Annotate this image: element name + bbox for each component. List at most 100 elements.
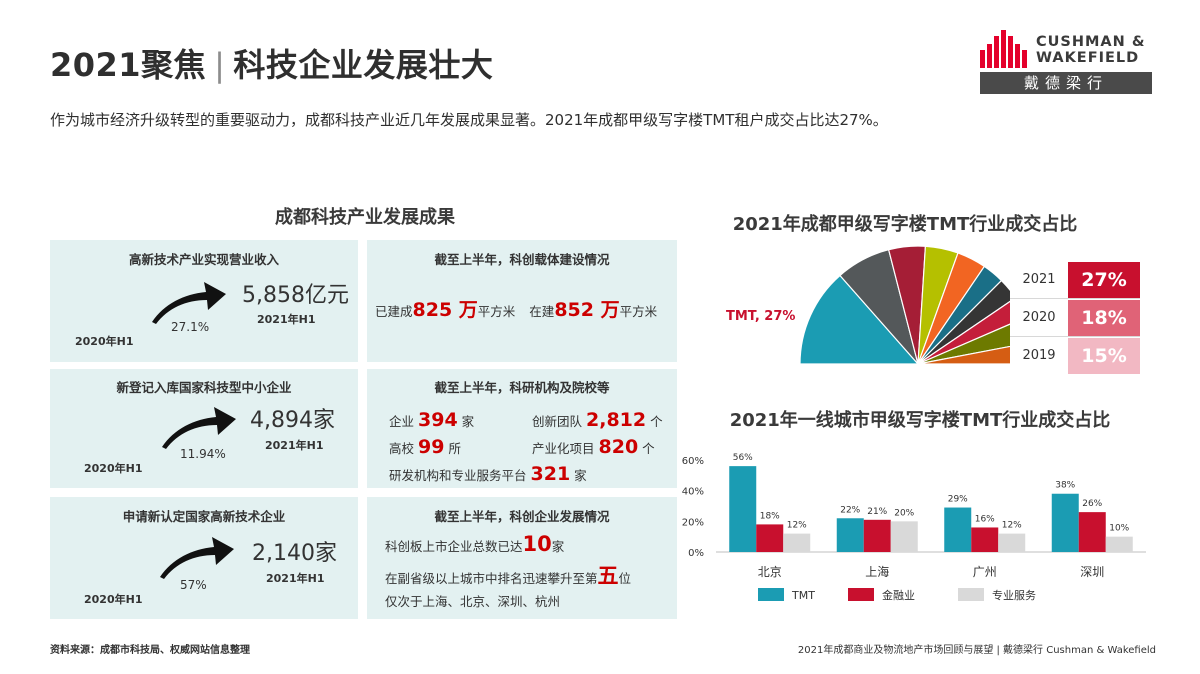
- rank-line: 在副省级以上城市中排名迅速攀升至第五位: [385, 560, 631, 590]
- building-unit: 平方米: [619, 304, 658, 319]
- kpi-from-period: 2020年H1: [84, 593, 143, 606]
- kpi-card-smes: 新登记入库国家科技型中小企业 4,894家 11.94% 2021年H1 202…: [50, 369, 358, 488]
- star-market-value: 10: [522, 532, 552, 556]
- pie-chart: [799, 245, 1010, 365]
- enterprise-line: 企业 394 家: [389, 409, 474, 431]
- kpi-value: 5,858亿元: [242, 283, 349, 308]
- bar-value-label: 22%: [840, 505, 860, 515]
- bar-value-label: 20%: [894, 508, 914, 518]
- university-label: 高校: [389, 441, 415, 456]
- team-line: 创新团队 2,812 个: [532, 409, 663, 431]
- bar-专业服务: [998, 533, 1026, 552]
- star-market-line: 科创板上市企业总数已达10家: [385, 532, 564, 556]
- pie-slice: [917, 345, 1010, 365]
- team-unit: 个: [650, 414, 663, 429]
- year-value: 15%: [1068, 338, 1140, 374]
- logo-line1: CUSHMAN &: [1036, 34, 1146, 50]
- built-label: 已建成: [375, 304, 413, 319]
- kpi-growth: 27.1%: [171, 320, 210, 334]
- y-tick-label: 0%: [688, 548, 704, 559]
- star-market-unit: 家: [551, 539, 565, 554]
- year-row: 2020 18%: [1010, 300, 1140, 337]
- university-line: 高校 99 所: [389, 436, 461, 458]
- bar-value-label: 18%: [760, 511, 780, 521]
- bar-金融业: [863, 519, 891, 552]
- bar-value-label: 10%: [1109, 524, 1129, 534]
- info-title: 截至上半年，科创载体建设情况: [434, 252, 610, 267]
- year-label: 2021: [1022, 272, 1056, 287]
- star-market-text: 科创板上市企业总数已达: [385, 539, 523, 554]
- kpi-value: 2,140家: [252, 541, 337, 566]
- bar-TMT: [944, 507, 972, 552]
- year-value: 18%: [1068, 300, 1140, 336]
- x-category-label: 北京: [758, 565, 782, 579]
- built-line: 已建成825 万平方米 在建852 万平方米: [375, 295, 657, 322]
- kpi-to-period: 2021年H1: [257, 313, 316, 326]
- bar-专业服务: [783, 533, 811, 552]
- year-row: 2019 15%: [1010, 338, 1140, 374]
- rank-note: 仅次于上海、北京、深圳、杭州: [385, 594, 561, 609]
- bar-value-label: 21%: [867, 507, 887, 517]
- x-category-label: 广州: [973, 565, 997, 579]
- bar-专业服务: [1105, 536, 1133, 552]
- enterprise-unit: 家: [461, 414, 475, 429]
- year-label: 2019: [1022, 348, 1056, 363]
- bar-value-label: 29%: [948, 495, 968, 505]
- bar-chart-title: 2021年一线城市甲级写字楼TMT行业成交占比: [729, 410, 1111, 431]
- bar-金融业: [971, 527, 999, 552]
- rank-unit: 位: [618, 571, 632, 586]
- kpi-to-period: 2021年H1: [265, 439, 324, 452]
- page-title-right: 科技企业发展壮大: [233, 46, 494, 84]
- growth-arrow-icon: [152, 282, 226, 324]
- pie-slice-tmt: [799, 274, 920, 365]
- page-title-left: 2021聚焦: [50, 46, 207, 84]
- pie-chart-title: 2021年成都甲级写字楼TMT行业成交占比: [732, 214, 1078, 235]
- section-title: 成都科技产业发展成果: [275, 207, 455, 228]
- bar-chart: 0% 20% 40% 60% 56% 18% 12% 北京 22% 21% 20% 上海 29% 16% 1…: [682, 453, 1146, 602]
- legend-label: 金融业: [882, 588, 915, 602]
- rank-value: 五: [597, 564, 619, 588]
- kpi-growth: 57%: [180, 578, 207, 592]
- x-category-label: 上海: [865, 564, 889, 579]
- growth-arrow-icon: [162, 407, 236, 449]
- bar-value-label: 26%: [1082, 499, 1102, 509]
- rd-platform-value: 321: [530, 463, 571, 485]
- bar-金融业: [1078, 512, 1106, 552]
- kpi-title: 申请新认定国家高新技术企业: [122, 509, 286, 524]
- built-value: 825 万: [412, 299, 478, 321]
- info-title: 截至上半年，科创企业发展情况: [434, 509, 610, 524]
- legend-swatch: [958, 588, 984, 601]
- bar-value-label: 12%: [787, 521, 807, 531]
- logo-chinese: 戴德梁行: [980, 72, 1152, 94]
- logo-wordmark: CUSHMAN & WAKEFIELD: [1036, 34, 1145, 66]
- growth-arrow-icon: [160, 537, 234, 579]
- info-card-institutions: 截至上半年，科研机构及院校等 企业 394 家 创新团队 2,812 个 高校 …: [367, 369, 677, 488]
- rd-platform-label: 研发机构和专业服务平台: [389, 468, 527, 483]
- logo-bars-icon: [980, 30, 1027, 68]
- intro-text: 作为城市经济升级转型的重要驱动力，成都科技产业近几年发展成果显著。2021年成都…: [50, 111, 888, 129]
- bar-value-label: 56%: [733, 453, 753, 463]
- enterprise-label: 企业: [389, 414, 415, 429]
- legend-label: 专业服务: [992, 588, 1036, 602]
- source-note: 资料来源：成都市科技局、权威网站信息整理: [50, 645, 250, 656]
- kpi-title: 高新技术产业实现营业收入: [128, 252, 279, 267]
- enterprise-value: 394: [418, 409, 458, 431]
- kpi-from-period: 2020年H1: [84, 462, 143, 475]
- university-unit: 所: [448, 441, 461, 456]
- info-card-enterprises: 截至上半年，科创企业发展情况 科创板上市企业总数已达10家 在副省级以上城市中排…: [367, 497, 677, 619]
- kpi-card-revenue: 高新技术产业实现营业收入 5,858亿元 27.1% 2021年H1 2020年…: [50, 240, 358, 362]
- bar-专业服务: [890, 521, 918, 552]
- kpi-value: 4,894家: [250, 408, 335, 433]
- legend-swatch: [848, 588, 874, 601]
- bar-金融业: [756, 524, 784, 552]
- footer-right: 2021年成都商业及物流地产市场回顾与展望 | 戴德梁行 Cushman & W…: [797, 645, 1156, 656]
- year-label: 2020: [1022, 310, 1056, 325]
- page-title: 2021聚焦 | 科技企业发展壮大: [50, 40, 493, 86]
- x-category-label: 深圳: [1080, 565, 1104, 579]
- rd-platform-unit: 家: [574, 468, 587, 483]
- built-unit: 平方米: [477, 304, 516, 319]
- pie-slice: [917, 300, 1010, 365]
- building-value: 852 万: [554, 299, 620, 321]
- pie-tmt-annotation: TMT, 27%: [726, 309, 796, 324]
- legend-swatch: [758, 588, 784, 601]
